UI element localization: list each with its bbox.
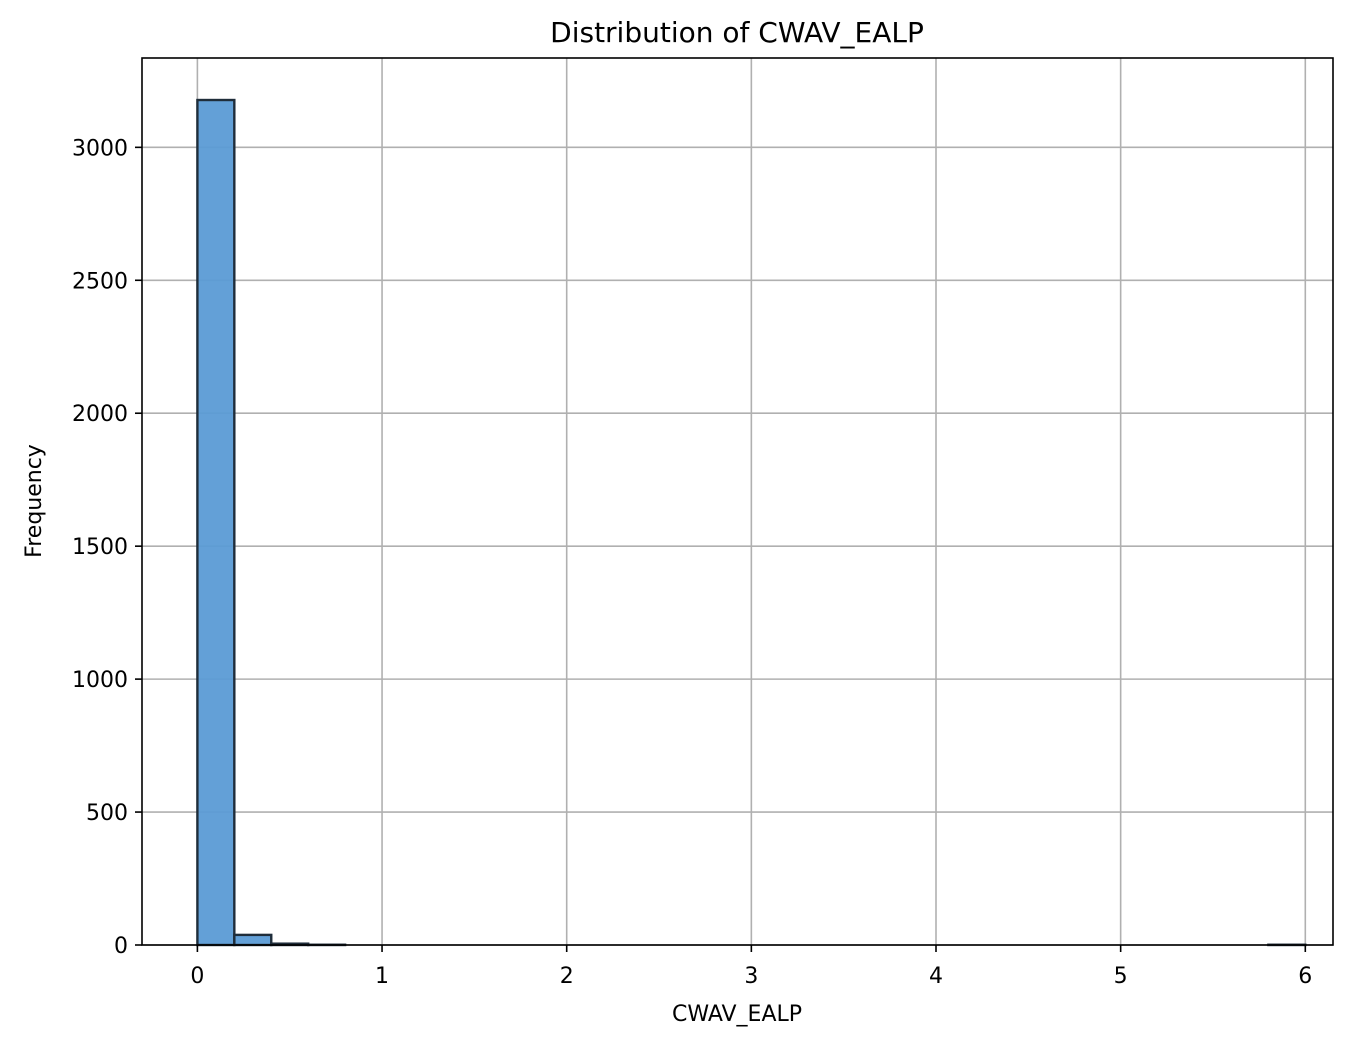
x-tick-label: 6 xyxy=(1298,964,1312,989)
y-tick-label: 500 xyxy=(86,801,128,826)
plot-area-frame xyxy=(141,57,1334,946)
histogram-bar xyxy=(196,98,236,947)
y-tick-label: 2500 xyxy=(72,269,128,294)
x-tick-label: 4 xyxy=(929,964,943,989)
y-tick-label: 2000 xyxy=(72,402,128,427)
histogram-bar xyxy=(233,933,273,947)
x-tick-label: 0 xyxy=(190,964,204,989)
y-tick-label: 3000 xyxy=(72,136,128,161)
y-tick-label: 0 xyxy=(114,934,128,959)
x-axis-label: CWAV_EALP xyxy=(672,1002,802,1027)
chart-title: Distribution of CWAV_EALP xyxy=(550,16,924,49)
y-tick-label: 1500 xyxy=(72,535,128,560)
axis-ticks: 0 1 2 3 4 5 6 0 500 1000 1500 2000 2500 3000 xyxy=(72,136,1312,989)
x-tick-label: 1 xyxy=(375,964,389,989)
x-tick-label: 2 xyxy=(560,964,574,989)
y-axis-label: Frequency xyxy=(22,444,47,558)
y-tick-label: 1000 xyxy=(72,668,128,693)
x-tick-label: 5 xyxy=(1114,964,1128,989)
x-tick-label: 3 xyxy=(744,964,758,989)
